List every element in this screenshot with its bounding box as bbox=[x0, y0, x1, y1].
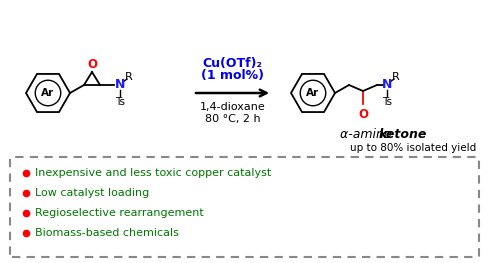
Text: N: N bbox=[382, 78, 392, 92]
Text: O: O bbox=[358, 108, 368, 121]
Text: Regioselective rearrangement: Regioselective rearrangement bbox=[35, 208, 204, 218]
Text: R: R bbox=[125, 72, 133, 82]
Text: up to 80% isolated yield: up to 80% isolated yield bbox=[350, 143, 476, 153]
Text: ketone: ketone bbox=[379, 129, 428, 141]
Text: Cu(OTf)₂: Cu(OTf)₂ bbox=[202, 57, 262, 69]
Text: Inexpensive and less toxic copper catalyst: Inexpensive and less toxic copper cataly… bbox=[35, 168, 271, 178]
Text: N: N bbox=[115, 78, 125, 92]
Text: 80 °C, 2 h: 80 °C, 2 h bbox=[204, 114, 260, 124]
Text: 1,4-dioxane: 1,4-dioxane bbox=[200, 102, 266, 112]
Text: (1 mol%): (1 mol%) bbox=[201, 69, 264, 83]
Text: R: R bbox=[392, 72, 400, 82]
Text: Ts: Ts bbox=[382, 97, 392, 107]
Text: Ar: Ar bbox=[42, 88, 54, 98]
Text: Biomass-based chemicals: Biomass-based chemicals bbox=[35, 228, 179, 238]
Text: Ar: Ar bbox=[306, 88, 320, 98]
Text: α-amino: α-amino bbox=[340, 129, 396, 141]
Text: Ts: Ts bbox=[115, 97, 125, 107]
Text: Low catalyst loading: Low catalyst loading bbox=[35, 188, 149, 198]
Text: O: O bbox=[87, 58, 97, 71]
